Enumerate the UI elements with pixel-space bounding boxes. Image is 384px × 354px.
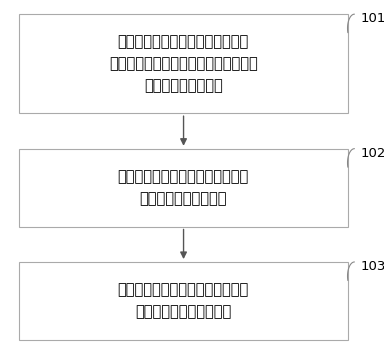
Text: 102: 102 [361,147,384,160]
Text: 通过电流互感器测量得到换流器上
下桥臂电流，求平均值得到因桥臂相间
环流产生的电流误差: 通过电流互感器测量得到换流器上 下桥臂电流，求平均值得到因桥臂相间 环流产生的电… [109,34,258,93]
Text: 103: 103 [361,260,384,273]
Text: 101: 101 [361,12,384,25]
Text: 将电流误差进行积分得到因桥臂相
间环流产生的环流压降: 将电流误差进行积分得到因桥臂相 间环流产生的环流压降 [118,169,249,206]
Bar [19,14,348,113]
Text: 将电流误差进行积分得到因因桥臂
相间环流产生的环流压降: 将电流误差进行积分得到因因桥臂 相间环流产生的环流压降 [118,282,249,320]
Bar [19,262,348,340]
Bar [19,149,348,227]
